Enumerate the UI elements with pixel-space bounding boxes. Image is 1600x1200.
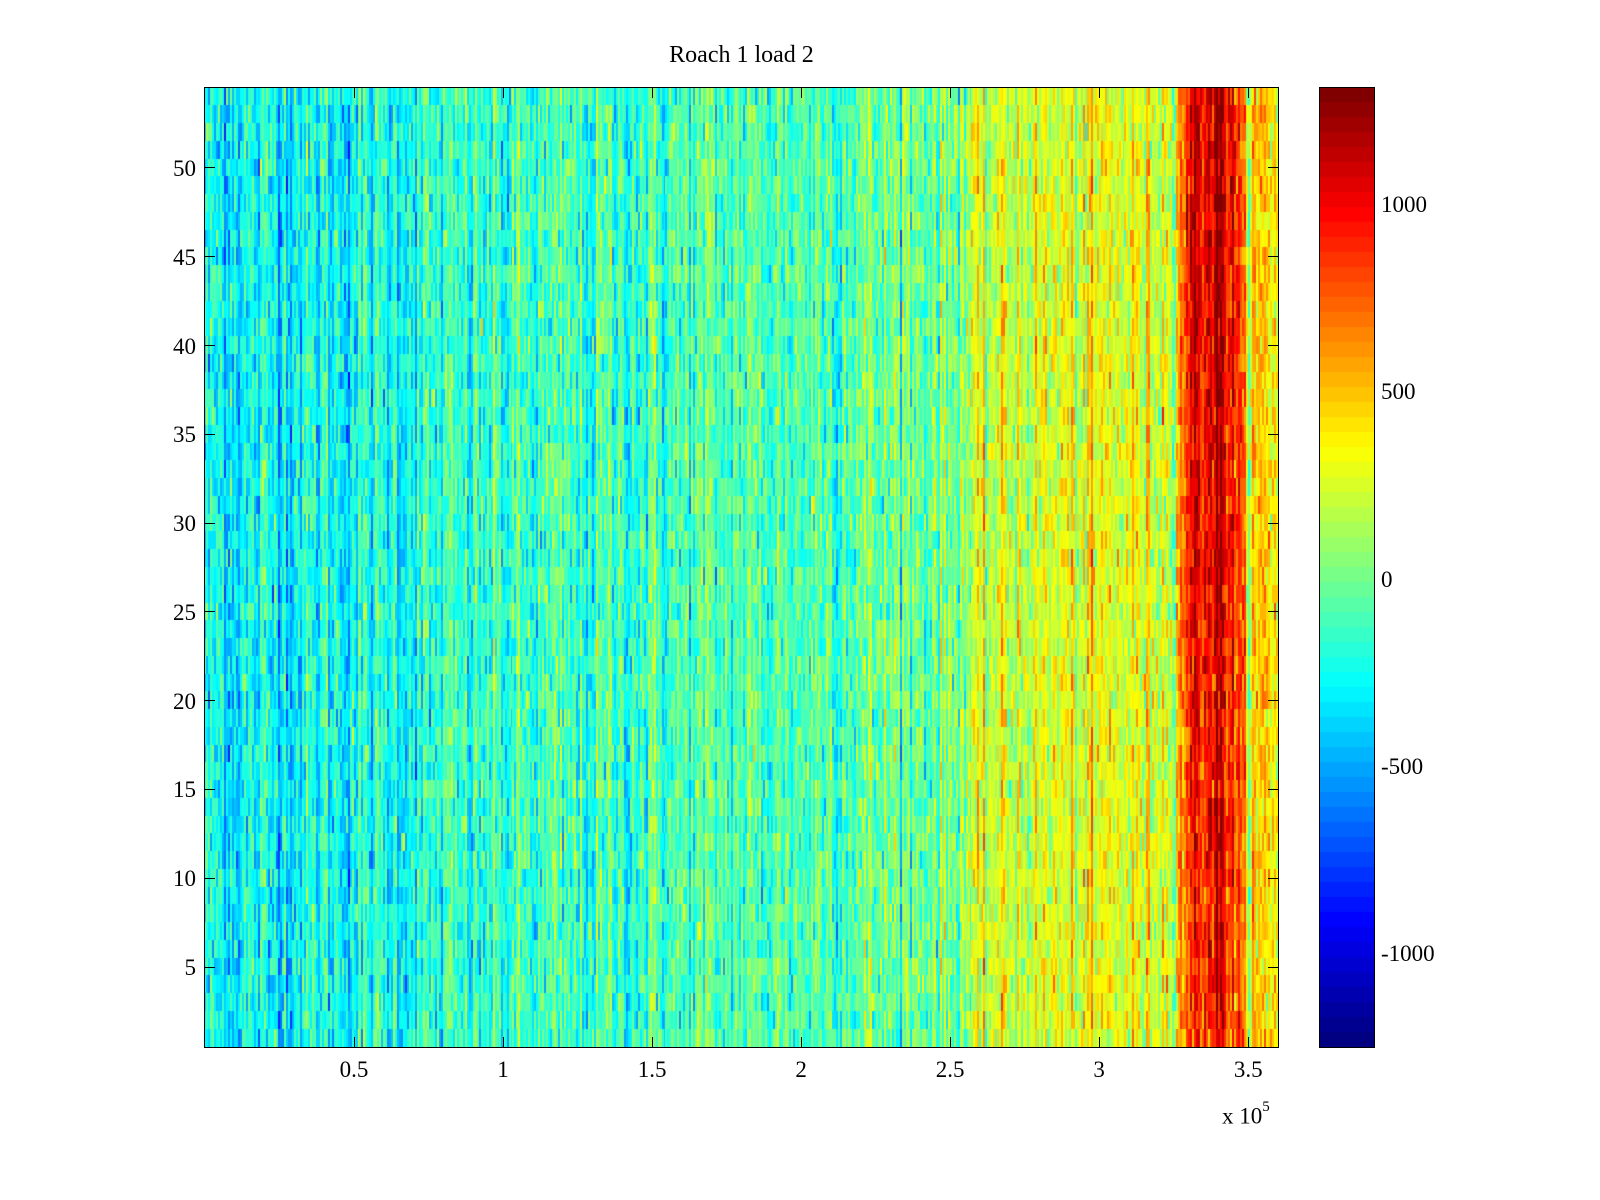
x-tick-mark xyxy=(1247,1037,1249,1047)
colorbar-tick-label: -1000 xyxy=(1381,941,1435,967)
y-tick-mark xyxy=(205,611,215,613)
colorbar xyxy=(1320,88,1374,1047)
chart-title: Roach 1 load 2 xyxy=(669,42,814,68)
colorbar-tick-label: 500 xyxy=(1381,379,1416,405)
y-tick-mark xyxy=(1268,788,1278,790)
y-tick-mark xyxy=(205,345,215,346)
x-tick-label: 3.5 xyxy=(1233,1057,1263,1082)
x-tick-label: 0.5 xyxy=(339,1057,369,1082)
y-tick-mark xyxy=(1268,256,1278,258)
x-tick-label: 3 xyxy=(1093,1057,1105,1082)
x-tick-mark xyxy=(1098,1037,1100,1047)
y-tick-mark xyxy=(1268,700,1278,702)
y-tick-mark xyxy=(205,433,215,435)
x-tick-mark xyxy=(1247,88,1249,98)
y-tick-mark xyxy=(1268,167,1278,169)
colorbar-tick-label: 1000 xyxy=(1381,192,1427,218)
y-tick-label: 25 xyxy=(173,599,196,625)
y-tick-label: 45 xyxy=(173,244,196,270)
x-tick-mark xyxy=(1098,88,1100,98)
x-tick-mark xyxy=(800,1037,802,1047)
y-tick-mark xyxy=(1268,522,1278,524)
y-tick-mark xyxy=(205,167,215,169)
y-tick-mark xyxy=(1268,433,1278,435)
x-tick-mark xyxy=(651,1037,653,1047)
y-tick-mark xyxy=(205,522,215,524)
y-tick-label: 40 xyxy=(173,333,196,359)
x-tick-label: 1.5 xyxy=(637,1057,667,1082)
y-tick-mark xyxy=(205,256,215,258)
y-tick-label: 15 xyxy=(173,777,196,803)
x-tick-mark xyxy=(949,88,951,98)
x-tick-mark xyxy=(502,88,504,98)
x-tick-label: 1 xyxy=(497,1057,509,1082)
heatmap-image xyxy=(205,88,1278,1047)
y-tick-label: 35 xyxy=(173,422,196,448)
x-tick-label: 2 xyxy=(795,1057,807,1082)
y-tick-mark xyxy=(1268,877,1278,879)
x-tick-mark xyxy=(651,88,653,98)
x-tick-mark xyxy=(502,1037,504,1047)
y-tick-label: 30 xyxy=(173,511,196,537)
y-tick-label: 5 xyxy=(184,955,197,981)
y-tick-mark xyxy=(1268,345,1278,346)
y-tick-mark xyxy=(205,966,215,968)
colorbar-tick-label: -500 xyxy=(1381,754,1424,780)
y-tick-mark xyxy=(1268,611,1278,613)
x-tick-mark xyxy=(800,88,802,98)
y-tick-mark xyxy=(205,788,215,790)
y-tick-mark xyxy=(205,877,215,879)
y-tick-label: 50 xyxy=(173,155,196,181)
colorbar-tick-label: 0 xyxy=(1381,566,1393,592)
y-tick-label: 20 xyxy=(173,688,196,714)
y-tick-mark xyxy=(205,700,215,702)
x-tick-label: 2.5 xyxy=(935,1057,965,1082)
x-tick-mark xyxy=(353,1037,355,1047)
x-tick-mark xyxy=(949,1037,951,1047)
x-exponent-label: x 105 xyxy=(1222,1099,1270,1129)
y-tick-label: 10 xyxy=(173,866,196,892)
y-tick-mark xyxy=(1268,966,1278,968)
x-tick-mark xyxy=(353,88,355,98)
